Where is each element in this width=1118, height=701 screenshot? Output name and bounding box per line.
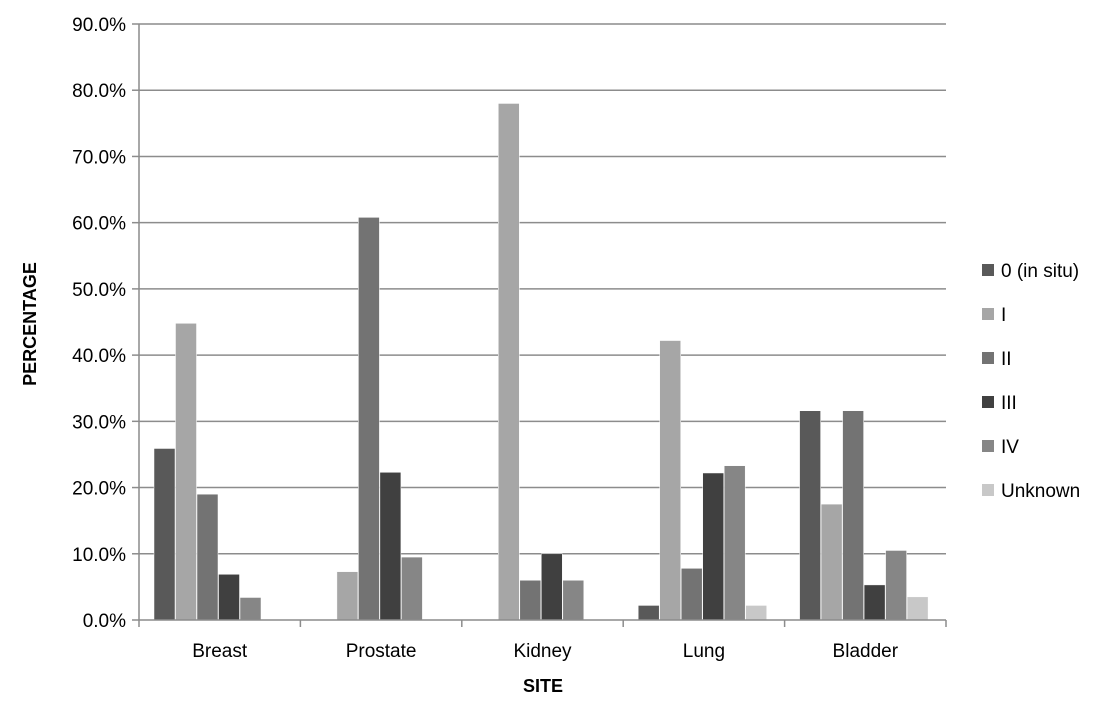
bar-bladder-3 (842, 410, 864, 621)
bar-breast-2 (175, 323, 197, 621)
bar-breast-4 (218, 574, 240, 621)
y-tick-label: 20.0% (72, 479, 126, 500)
legend-swatch (982, 396, 994, 408)
legend-item: II (982, 349, 1012, 370)
y-tick-labels: 0.0% 10.0% 20.0% 30.0% 40.0% 50.0% 60.0% 70.0% 8… (72, 15, 126, 632)
y-tick-label: 30.0% (72, 412, 126, 433)
legend-label: III (1001, 393, 1017, 414)
bar-lung-2 (659, 340, 681, 621)
legend-item: IV (982, 437, 1019, 458)
x-tick-label: Lung (683, 641, 725, 662)
legend-item: III (982, 393, 1017, 414)
legend-label: 0 (in situ) (1001, 261, 1079, 282)
y-tick-label: 0.0% (83, 611, 126, 632)
bar-kidney-4 (541, 553, 563, 621)
bar-lung-6 (745, 605, 767, 621)
legend-swatch (982, 308, 994, 320)
legend-label: II (1001, 349, 1012, 370)
y-tick-label: 50.0% (72, 280, 126, 301)
y-tick-label: 10.0% (72, 545, 126, 566)
y-tick-label: 60.0% (72, 214, 126, 235)
x-tick-label: Kidney (513, 641, 572, 662)
legend-swatch (982, 484, 994, 496)
legend-label: IV (1001, 437, 1019, 458)
y-axis-title: PERCENTAGE (20, 262, 40, 386)
bar-kidney-3 (519, 580, 542, 621)
legend-label: I (1001, 305, 1006, 326)
bar-kidney-2 (498, 103, 520, 621)
x-axis-title: SITE (523, 676, 563, 696)
bar-breast-1 (153, 448, 176, 621)
bar-bladder-5 (885, 550, 907, 621)
bar-prostate-2 (336, 571, 359, 621)
bar-kidney-5 (562, 580, 585, 621)
bar-prostate-4 (379, 472, 402, 621)
legend-swatch (982, 352, 994, 364)
legend-item: 0 (in situ) (982, 261, 1079, 282)
bars (153, 103, 929, 621)
bar-bladder-1 (799, 410, 821, 621)
bar-breast-5 (239, 597, 262, 621)
y-tick-label: 80.0% (72, 81, 126, 102)
bar-breast-3 (196, 493, 219, 621)
x-tick-label: Bladder (833, 641, 899, 662)
legend-label: Unknown (1001, 481, 1080, 502)
bar-bladder-6 (906, 596, 929, 621)
x-tick-labels: Breast Prostate Kidney Lung Bladder (192, 641, 898, 662)
legend-swatch (982, 264, 994, 276)
gridlines (139, 23, 946, 555)
legend-item: Unknown (982, 481, 1080, 502)
bar-lung-5 (723, 465, 746, 621)
bar-lung-4 (702, 472, 724, 621)
legend-item: I (982, 305, 1006, 326)
bar-bladder-4 (863, 584, 886, 621)
y-tick-label: 40.0% (72, 346, 126, 367)
axes (132, 23, 947, 627)
bar-prostate-5 (401, 556, 423, 621)
bar-bladder-2 (820, 503, 843, 621)
bar-prostate-3 (358, 217, 380, 621)
x-tick-label: Breast (192, 641, 248, 662)
x-tick-label: Prostate (346, 641, 417, 662)
legend-swatch (982, 440, 994, 452)
bar-lung-1 (637, 605, 660, 621)
y-tick-label: 90.0% (72, 15, 126, 36)
y-tick-label: 70.0% (72, 147, 126, 168)
bar-lung-3 (680, 568, 703, 621)
